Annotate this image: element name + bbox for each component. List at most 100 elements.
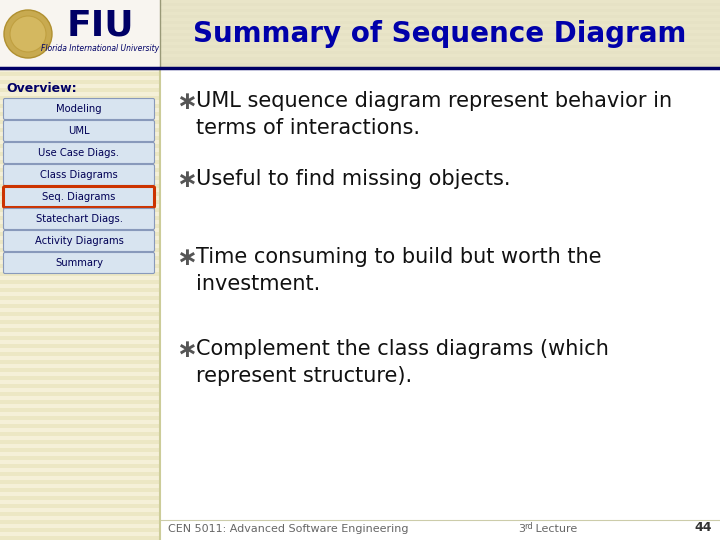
Bar: [0, 520, 160, 524]
Bar: [0, 140, 160, 144]
Bar: [0, 0, 720, 68]
Bar: [0, 0, 160, 68]
Bar: [0, 460, 160, 464]
Bar: [0, 116, 160, 120]
Bar: [0, 66, 720, 69]
FancyBboxPatch shape: [4, 98, 155, 119]
Bar: [160, 68, 720, 540]
Text: Use Case Diags.: Use Case Diags.: [38, 148, 120, 158]
Bar: [0, 500, 160, 504]
Bar: [0, 63, 720, 66]
Bar: [0, 316, 160, 320]
Bar: [0, 27, 720, 30]
Bar: [0, 368, 160, 372]
Bar: [0, 9, 720, 12]
Bar: [0, 21, 720, 24]
Bar: [0, 68, 160, 72]
Bar: [0, 212, 160, 216]
Bar: [0, 292, 160, 296]
Bar: [0, 464, 160, 468]
Text: Seq. Diagrams: Seq. Diagrams: [42, 192, 116, 202]
Bar: [0, 280, 160, 284]
FancyBboxPatch shape: [4, 186, 155, 207]
Bar: [0, 444, 160, 448]
Text: Statechart Diags.: Statechart Diags.: [35, 214, 122, 224]
Bar: [0, 48, 720, 51]
Bar: [0, 364, 160, 368]
Bar: [0, 528, 160, 532]
Bar: [0, 496, 160, 500]
Bar: [0, 244, 160, 248]
Bar: [0, 272, 160, 276]
Bar: [0, 344, 160, 348]
Bar: [0, 84, 160, 88]
Text: UML: UML: [68, 126, 90, 136]
Bar: [0, 436, 160, 440]
Bar: [0, 152, 160, 156]
Bar: [0, 472, 160, 476]
Bar: [0, 268, 160, 272]
Bar: [0, 284, 160, 288]
Bar: [0, 80, 160, 84]
Bar: [0, 252, 160, 256]
Bar: [0, 180, 160, 184]
Bar: [0, 192, 160, 196]
Bar: [0, 24, 720, 27]
Bar: [0, 69, 720, 72]
Bar: [0, 536, 160, 540]
Bar: [0, 392, 160, 396]
Bar: [0, 168, 160, 172]
Circle shape: [4, 10, 52, 58]
Circle shape: [10, 16, 46, 52]
Text: CEN 5011: Advanced Software Engineering: CEN 5011: Advanced Software Engineering: [168, 524, 408, 534]
Bar: [0, 304, 160, 308]
Text: FIU: FIU: [66, 9, 134, 43]
Text: UML sequence diagram represent behavior in
terms of interactions.: UML sequence diagram represent behavior …: [196, 91, 672, 138]
Text: Modeling: Modeling: [56, 104, 102, 114]
Bar: [0, 76, 160, 80]
Bar: [0, 300, 160, 304]
Bar: [0, 308, 160, 312]
Bar: [0, 54, 720, 57]
Bar: [0, 224, 160, 228]
Bar: [0, 232, 160, 236]
Bar: [0, 228, 160, 232]
Bar: [0, 128, 160, 132]
Bar: [0, 296, 160, 300]
Bar: [0, 384, 160, 388]
Bar: [0, 476, 160, 480]
Bar: [0, 12, 720, 15]
Bar: [0, 160, 160, 164]
Bar: [0, 88, 160, 92]
Bar: [0, 376, 160, 380]
Bar: [0, 164, 160, 168]
Bar: [0, 260, 160, 264]
FancyBboxPatch shape: [4, 143, 155, 164]
Bar: [0, 248, 160, 252]
Bar: [0, 480, 160, 484]
Bar: [0, 488, 160, 492]
Bar: [0, 220, 160, 224]
Text: Overview:: Overview:: [6, 82, 76, 95]
Bar: [0, 336, 160, 340]
Bar: [0, 30, 720, 33]
Bar: [0, 324, 160, 328]
FancyBboxPatch shape: [4, 253, 155, 273]
Bar: [0, 240, 160, 244]
Bar: [0, 184, 160, 188]
Text: rd: rd: [524, 522, 533, 531]
FancyBboxPatch shape: [4, 208, 155, 230]
Bar: [0, 492, 160, 496]
Bar: [0, 108, 160, 112]
Bar: [0, 352, 160, 356]
Bar: [0, 176, 160, 180]
Bar: [0, 356, 160, 360]
Bar: [0, 124, 160, 128]
Bar: [0, 15, 720, 18]
FancyBboxPatch shape: [4, 165, 155, 186]
FancyBboxPatch shape: [4, 231, 155, 252]
Bar: [0, 148, 160, 152]
Bar: [0, 42, 720, 45]
Bar: [0, 512, 160, 516]
Bar: [0, 172, 160, 176]
